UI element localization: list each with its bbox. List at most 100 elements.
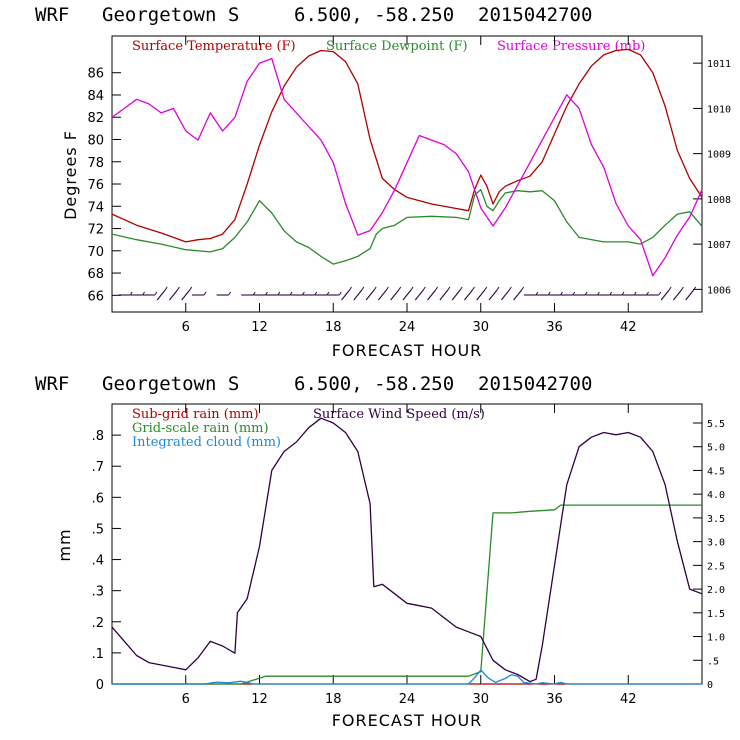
wind-barb-23 xyxy=(427,289,437,301)
bottom-x-tick-label-42: 42 xyxy=(620,692,637,707)
wind-barb-flag-30 xyxy=(521,286,525,291)
series-line-surface-pressure-mb xyxy=(111,57,703,277)
wind-barb-43 xyxy=(672,289,682,301)
wind-barb-flag-41 xyxy=(658,291,662,296)
wind-barb-flag-2 xyxy=(154,291,158,296)
wind-barb-18 xyxy=(365,289,375,301)
wind-barb-4 xyxy=(169,289,178,301)
bottom-y-tick-label-2: .2 xyxy=(92,616,104,631)
top-panel: WRF Georgetown S 6.500, -58.250 20150427… xyxy=(35,4,731,360)
bottom-y-tick-label-0: 0 xyxy=(96,678,104,693)
bottom-y2-tick-label-8: 4.0 xyxy=(707,490,725,501)
legend-subgrid-rain: Sub-grid rain (mm) xyxy=(132,407,259,422)
wind-barb-19 xyxy=(377,289,387,301)
wind-barb-flag-24 xyxy=(447,286,451,291)
wind-barb-flag-19 xyxy=(386,286,389,291)
top-plot-frame xyxy=(111,35,703,313)
wind-barb-42 xyxy=(660,289,670,301)
bottom-y2-tick-label-3: 1.5 xyxy=(707,609,725,620)
bottom-y2-tick-label-6: 3.0 xyxy=(707,538,725,549)
top-y-tick-label-10: 86 xyxy=(87,67,104,82)
legend-gridscale-rain: Grid-scale rain (mm) xyxy=(132,421,269,436)
wind-barb-44 xyxy=(685,289,695,301)
bottom-y-tick-label-5: .5 xyxy=(92,522,104,537)
top-y-tick-label-0: 66 xyxy=(87,289,104,304)
wind-barb-flag-23 xyxy=(435,286,438,291)
bottom-x-tick-label-30: 30 xyxy=(472,692,489,707)
top-y-axis-label: Degrees F xyxy=(61,130,80,220)
top-x-tick-label-36: 36 xyxy=(546,320,563,335)
top-y2-tick-label-5: 1011 xyxy=(707,59,731,70)
bottom-title-coords: 6.500, -58.250 xyxy=(294,373,454,395)
wind-barb-22 xyxy=(414,289,424,301)
top-x-tick-label-42: 42 xyxy=(620,320,637,335)
bottom-y-tick-label-7: .7 xyxy=(92,460,104,475)
wind-barb-flag-29 xyxy=(508,286,512,291)
wind-barb-flag-25 xyxy=(459,286,463,291)
top-y-tick-label-3: 72 xyxy=(87,223,104,238)
series-line-surface-dewpoint-f xyxy=(111,188,703,265)
bottom-y-tick-label-1: .1 xyxy=(92,647,104,662)
bottom-panel: WRF Georgetown S 6.500, -58.250 20150427… xyxy=(35,373,725,730)
bottom-y2-tick-label-7: 3.5 xyxy=(707,514,725,525)
bottom-title-date: 2015042700 xyxy=(478,373,592,395)
wind-barb-flag-44 xyxy=(693,286,697,291)
wind-barb-28 xyxy=(488,289,498,301)
top-y2-tick-label-4: 1010 xyxy=(707,104,731,115)
top-x-tick-label-30: 30 xyxy=(472,320,489,335)
wind-barb-30 xyxy=(513,289,523,301)
wind-barb-flag-15 xyxy=(338,291,342,296)
bottom-title-model: WRF xyxy=(35,373,69,395)
top-title-site: Georgetown S xyxy=(102,4,239,26)
top-y2-tick-label-0: 1006 xyxy=(707,285,731,296)
bottom-y2-tick-label-2: 1.0 xyxy=(707,633,725,644)
bottom-y2-tick-label-5: 2.5 xyxy=(707,561,725,572)
wind-barb-flag-17 xyxy=(361,286,365,291)
bottom-y-tick-label-3: .3 xyxy=(92,585,104,600)
bottom-y-tick-label-6: .6 xyxy=(92,491,104,506)
series-line-surface-wind-speed-m-s xyxy=(111,417,703,683)
top-y-tick-label-7: 80 xyxy=(87,134,104,149)
bottom-axis-ticks: 6 12 18 24 30 36 42 0 .1 .2 .3 .4 .5 .6 .7 .8 0 .5 1.0 1.5 2… xyxy=(92,404,725,707)
legend-surface-pressure: Surface Pressure (mb) xyxy=(497,39,645,54)
top-title-model: WRF xyxy=(35,4,69,26)
legend-surface-wind-speed: Surface Wind Speed (m/s) xyxy=(313,407,485,422)
wind-barb-flag-22 xyxy=(422,286,426,291)
wind-barb-flag-27 xyxy=(484,286,488,291)
top-y-tick-label-4: 74 xyxy=(87,200,104,215)
top-y-tick-label-6: 78 xyxy=(87,156,104,171)
series-line-surface-temperature-f xyxy=(111,48,703,243)
wind-barb-5 xyxy=(181,289,191,301)
top-y-tick-label-8: 82 xyxy=(87,111,104,126)
wind-barb-20 xyxy=(390,289,400,301)
top-series-lines xyxy=(111,48,703,277)
bottom-y-tick-label-4: .4 xyxy=(92,554,104,569)
top-y-tick-label-5: 76 xyxy=(87,178,104,193)
bottom-y2-tick-label-1: .5 xyxy=(707,656,719,667)
top-y-tick-label-1: 68 xyxy=(87,267,104,282)
wind-barb-flag-5 xyxy=(189,286,193,291)
wind-barb-3 xyxy=(156,289,166,301)
wind-barb-flag-28 xyxy=(496,286,500,291)
wind-barb-flag-16 xyxy=(349,286,352,291)
bottom-x-tick-label-24: 24 xyxy=(399,692,416,707)
top-y2-tick-label-3: 1009 xyxy=(707,150,731,161)
series-line-grid-scale-rain-mm xyxy=(112,504,702,685)
bottom-x-tick-label-18: 18 xyxy=(325,692,342,707)
wind-barb-flag-20 xyxy=(398,286,402,291)
top-title-coords: 6.500, -58.250 xyxy=(294,4,454,26)
top-x-tick-label-18: 18 xyxy=(325,320,342,335)
wind-barb-flag-21 xyxy=(410,286,414,291)
top-x-tick-label-12: 12 xyxy=(251,320,268,335)
wind-barb-flag-4 xyxy=(177,286,180,291)
bottom-x-axis-label: FORECAST HOUR xyxy=(332,711,483,730)
top-y2-tick-label-2: 1008 xyxy=(707,195,731,206)
top-wind-barbs xyxy=(118,286,697,301)
wind-barb-flag-6 xyxy=(203,291,207,296)
top-y-tick-label-2: 70 xyxy=(87,245,104,260)
wind-barb-flag-42 xyxy=(668,286,672,291)
bottom-y2-tick-label-10: 5.0 xyxy=(707,443,725,454)
bottom-y2-tick-label-9: 4.5 xyxy=(707,466,725,477)
top-axis-ticks: 6 12 18 24 30 36 42 66 68 70 72 74 76 78 80 82 84 86 1006 1… xyxy=(87,36,731,335)
